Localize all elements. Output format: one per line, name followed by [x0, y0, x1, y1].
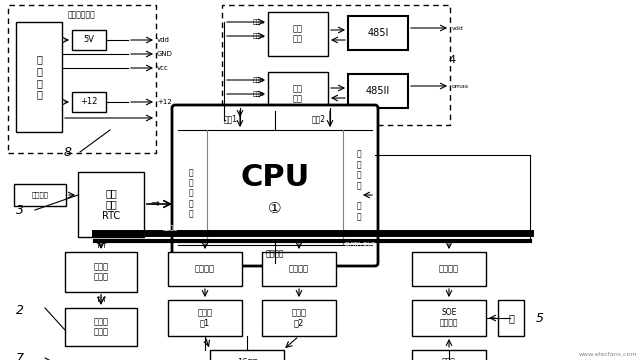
Text: ⇒: ⇒ — [150, 199, 160, 209]
Bar — [78, 172, 144, 237]
Bar — [412, 252, 486, 286]
Text: 16路通
道指字: 16路通 道指字 — [237, 357, 257, 360]
Bar — [222, 5, 450, 125]
Bar — [412, 350, 486, 360]
Bar — [16, 22, 62, 132]
Bar — [72, 30, 106, 50]
Bar — [268, 72, 328, 116]
Text: 7: 7 — [16, 351, 24, 360]
Text: ①: ① — [268, 201, 282, 216]
Text: 后备电池: 后备电池 — [31, 192, 49, 198]
Text: 电源及电路板: 电源及电路板 — [68, 10, 96, 19]
Text: omas: omas — [452, 84, 469, 89]
Text: 输入状
态缓冲: 输入状 态缓冲 — [93, 262, 109, 282]
Text: 数据总线: 数据总线 — [266, 249, 284, 258]
Text: 接收A: 接收A — [252, 33, 264, 39]
Bar — [348, 74, 408, 108]
Text: 2: 2 — [16, 303, 24, 316]
Text: 光耦
隔离: 光耦 隔离 — [293, 84, 303, 104]
Bar — [65, 308, 137, 346]
Text: 驱动电
路1: 驱动电 路1 — [198, 308, 212, 328]
Text: 通道控制: 通道控制 — [163, 225, 177, 231]
Text: +12: +12 — [80, 98, 98, 107]
Text: 8: 8 — [64, 145, 72, 158]
Text: 4: 4 — [448, 55, 455, 65]
Text: 输
入
输
出
口: 输 入 输 出 口 — [189, 168, 193, 219]
Text: 发送A: 发送A — [252, 19, 264, 25]
Text: SOE
数据存储: SOE 数据存储 — [440, 308, 458, 328]
Bar — [72, 92, 106, 112]
Text: +12: +12 — [157, 99, 172, 105]
Text: 485I: 485I — [367, 28, 388, 38]
Text: 5: 5 — [536, 311, 544, 324]
Text: vdd: vdd — [157, 37, 170, 43]
Text: 有源电
压管理: 有源电 压管理 — [442, 357, 456, 360]
FancyBboxPatch shape — [172, 105, 378, 266]
Text: 通讯1: 通讯1 — [224, 114, 238, 123]
Text: vcc: vcc — [157, 65, 169, 71]
Bar — [168, 300, 242, 336]
Text: 数据锁存: 数据锁存 — [289, 265, 309, 274]
Bar — [14, 184, 66, 206]
Text: 实时
时钟
RTC: 实时 时钟 RTC — [102, 188, 120, 221]
Text: vdd: vdd — [452, 26, 464, 31]
Bar — [210, 350, 284, 360]
Text: ↑↑: ↑↑ — [94, 242, 108, 251]
Text: 开
关
电
源: 开 关 电 源 — [36, 55, 42, 99]
Text: 光耦
隔离: 光耦 隔离 — [293, 24, 303, 44]
Bar — [8, 5, 156, 153]
Text: 门: 门 — [508, 313, 514, 323]
Text: 接收B: 接收B — [252, 91, 264, 97]
Text: 5V: 5V — [83, 36, 95, 45]
Bar — [498, 300, 524, 336]
Text: 485II: 485II — [366, 86, 390, 96]
Text: 3: 3 — [16, 203, 24, 216]
Text: CPU: CPU — [241, 163, 310, 192]
Bar — [262, 252, 336, 286]
Bar — [262, 300, 336, 336]
Text: 按键开
关输入: 按键开 关输入 — [93, 317, 109, 337]
Text: 地
址
总
线

复
位: 地 址 总 线 复 位 — [356, 150, 362, 221]
Text: 驱动电
路2: 驱动电 路2 — [291, 308, 307, 328]
Text: GND: GND — [157, 51, 173, 57]
Text: 数据锁存: 数据锁存 — [439, 265, 459, 274]
Bar — [268, 12, 328, 56]
Bar — [65, 252, 137, 292]
Text: 数据锁存: 数据锁存 — [195, 265, 215, 274]
Text: DATA BUS: DATA BUS — [344, 242, 376, 247]
Text: ↑↑: ↑↑ — [94, 296, 108, 305]
Text: www.elecfans.com: www.elecfans.com — [579, 352, 637, 357]
Text: 通讯2: 通讯2 — [312, 114, 326, 123]
Bar — [348, 16, 408, 50]
Bar — [168, 252, 242, 286]
Text: 发送B: 发送B — [252, 77, 264, 83]
Bar — [412, 300, 486, 336]
